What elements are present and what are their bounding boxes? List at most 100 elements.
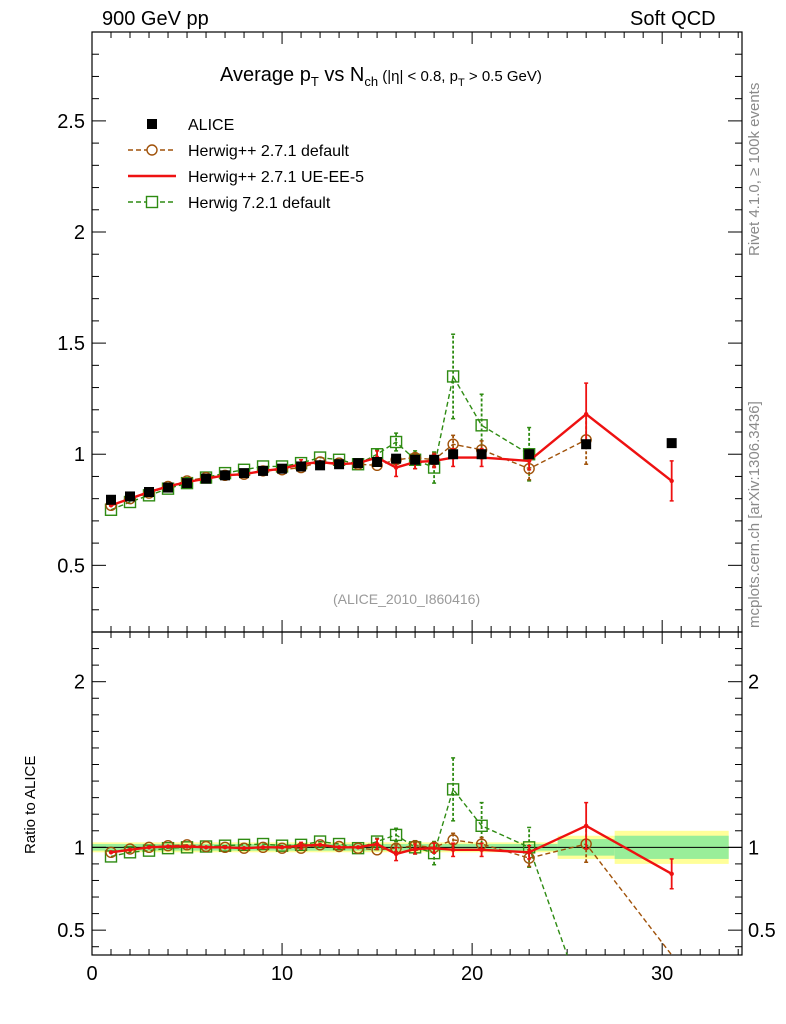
series-alice-point — [448, 449, 459, 460]
series-alice-point — [581, 439, 592, 450]
ratio-y-tick-label-right: 0.5 — [748, 920, 776, 942]
legend: ALICE Herwig++ 2.7.1 default Herwig++ 2.7.… — [128, 117, 364, 212]
legend-marker-herwig271 — [146, 144, 158, 156]
ratio-y-tick-label-right: 1 — [748, 837, 759, 859]
series-alice-point — [410, 454, 421, 465]
ratio-ueee5-point — [165, 844, 171, 849]
ratio-ueee5-point — [241, 845, 247, 851]
legend-label-h721: Herwig 7.2.1 default — [188, 195, 331, 212]
ratio-ueee5-point — [412, 846, 418, 852]
ratio-ueee5-point — [222, 845, 228, 850]
series-alice-point — [524, 449, 535, 460]
series-alice-point — [239, 468, 250, 479]
series-herwig721-point — [389, 435, 403, 449]
legend-marker-alice — [147, 119, 157, 129]
series-alice-point — [296, 461, 307, 472]
legend-label-alice: ALICE — [188, 117, 234, 134]
legend-marker-herwig721 — [145, 195, 159, 209]
series-ueee5-point — [583, 412, 589, 417]
ratio-ueee5-point — [298, 843, 304, 848]
title-vs: vs N — [318, 64, 365, 86]
ratio-ueee5-point — [127, 847, 133, 853]
ratio-ueee5-point — [669, 871, 674, 877]
series-alice-point — [334, 459, 345, 470]
ratio-herwig721-point — [475, 819, 488, 832]
legend-label-ue: Herwig++ 2.7.1 UE-EE-5 — [188, 169, 364, 186]
x-tick-label: 10 — [271, 963, 293, 985]
ratio-herwig721-point — [446, 783, 460, 796]
ratio-y-tick-label: 0.5 — [57, 920, 85, 942]
plot-title: Average pT vs Nch (|η| < 0.8, pT > 0.5 G… — [220, 64, 542, 89]
series-alice-point — [182, 478, 193, 489]
series-alice-point — [429, 454, 440, 465]
analysis-id: (ALICE_2010_I860416) — [333, 591, 481, 607]
series-alice-point — [220, 470, 231, 481]
series-herwig721-point — [446, 370, 460, 383]
series-herwig721-point — [475, 419, 488, 432]
series-ueee5-point — [669, 478, 674, 484]
series-ueee5-point — [526, 458, 532, 464]
ratio-ueee5-point — [479, 847, 484, 853]
data-series — [104, 333, 677, 956]
header-right: Soft QCD — [630, 8, 716, 30]
title-cut2: > 0.5 GeV) — [464, 68, 542, 85]
ratio-herwig721-point — [123, 846, 137, 859]
main-y-tick-label: 2 — [74, 222, 85, 244]
ratio-y-tick-label: 1 — [74, 837, 85, 859]
x-tick-label: 30 — [651, 963, 673, 985]
ratio-ueee5-point — [431, 845, 437, 851]
side-label-upper: Rivet 4.1.0, ≥ 100k events — [746, 82, 763, 256]
main-y-tick-label: 2.5 — [57, 111, 85, 133]
main-y-tick-label: 1.5 — [57, 333, 85, 355]
series-ueee5-point — [393, 465, 399, 470]
ratio-herwig721-point — [161, 841, 175, 855]
ratio-herwig271-point — [181, 839, 193, 851]
series-alice-point — [391, 453, 402, 464]
series-alice-point — [201, 473, 212, 484]
ratio-ueee5-point — [355, 845, 361, 850]
series-alice-point — [106, 494, 117, 505]
ratio-ueee5-point — [184, 844, 190, 849]
side-label-lower: mcplots.cern.ch [arXiv:1306.3436] — [746, 401, 763, 628]
ratio-ueee5-point — [203, 845, 209, 850]
ratio-y-axis-label: Ratio to ALICE — [22, 755, 39, 854]
ratio-ueee5-point — [583, 823, 589, 828]
ratio-ueee5-point — [317, 842, 323, 848]
ratio-ueee5-point — [450, 847, 456, 853]
ratio-ueee5-point — [526, 850, 532, 855]
ratio-ueee5-point — [393, 851, 399, 857]
ratio-frame — [91, 631, 743, 956]
ratio-ueee5-point — [336, 845, 342, 850]
ratio-herwig721-point — [389, 828, 403, 842]
x-tick-label: 20 — [461, 963, 483, 985]
title-vs-sub: ch — [364, 74, 379, 89]
series-alice-point — [476, 449, 487, 460]
series-alice-point — [163, 482, 174, 493]
ratio-ueee5-point — [374, 841, 380, 847]
series-alice-point — [277, 463, 288, 474]
axes: 0 10 20 30 0.5 1 1.5 2 2.5 0.5 0.5 1 1 2 2 — [57, 31, 776, 985]
main-y-tick-label: 1 — [74, 444, 85, 466]
ratio-ueee5-point — [146, 845, 152, 850]
ratio-herwig721-line — [110, 787, 568, 956]
series-alice-point — [125, 491, 136, 502]
ratio-ueee5-point — [260, 845, 266, 850]
ratio-herwig721-point — [218, 839, 232, 852]
title-cut1: (|η| < 0.8, p — [378, 68, 458, 85]
series-alice-point — [372, 457, 383, 467]
main-y-tick-label: 0.5 — [57, 555, 85, 577]
series-alice-point — [666, 438, 677, 449]
series-alice-point — [315, 460, 326, 471]
x-tick-label: 0 — [86, 963, 97, 985]
ratio-y-tick-label-right: 2 — [748, 672, 759, 694]
series-herwig271-line — [110, 439, 587, 506]
title-main: Average p — [220, 64, 311, 86]
ratio-ueee5-point — [108, 850, 114, 855]
series-alice-point — [353, 458, 364, 469]
series-alice-point — [258, 465, 269, 476]
title-cut-sub: T — [457, 77, 465, 89]
series-alice-point — [144, 487, 155, 497]
ratio-y-tick-label: 2 — [74, 672, 85, 694]
header-left: 900 GeV pp — [102, 8, 209, 30]
